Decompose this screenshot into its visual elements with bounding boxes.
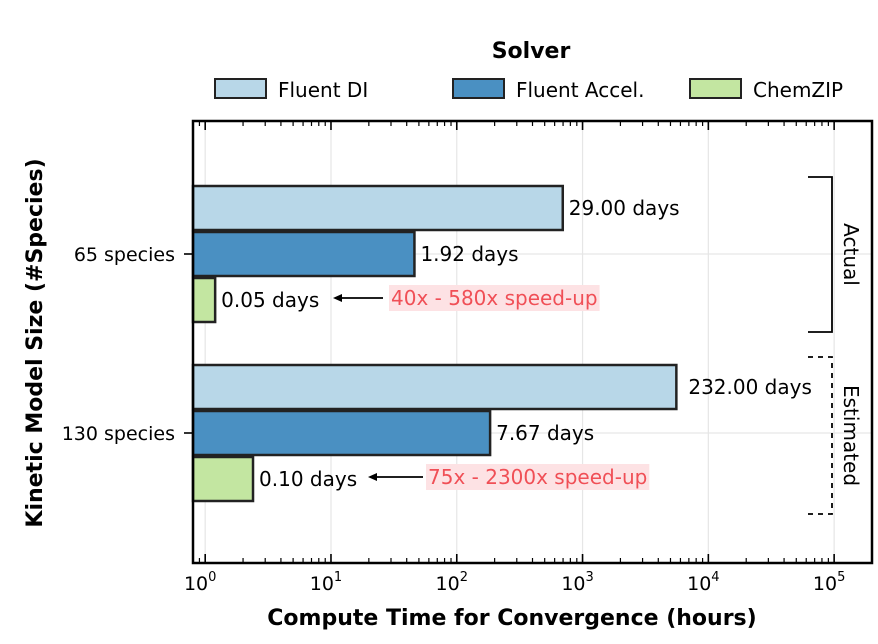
bar	[191, 409, 492, 457]
speedup-annotation: 40x - 580x speed-up	[391, 286, 598, 310]
bar-label: 0.10 days	[259, 467, 357, 491]
legend: Fluent DI Fluent Accel. ChemZIP	[214, 78, 843, 102]
legend-swatch	[452, 78, 505, 99]
bar	[191, 276, 217, 324]
x-tick-label: 103	[561, 570, 593, 595]
bar	[191, 363, 678, 411]
bar-label: 0.05 days	[221, 288, 319, 312]
bars	[191, 184, 678, 503]
legend-swatch	[214, 78, 267, 99]
y-ticks: 65 species 130 species	[62, 244, 193, 445]
bar	[191, 455, 255, 503]
x-ticks: 100 101 102 103 104 105	[184, 121, 845, 595]
bar-labels: 29.00 days 1.92 days 0.05 days 232.00 days 7…	[221, 196, 812, 491]
bar-label: 1.92 days	[420, 242, 518, 266]
legend-label: Fluent DI	[278, 78, 368, 102]
annotations: 40x - 580x speed-up 75x - 2300x speed-up	[333, 285, 650, 490]
bracket-label: Estimated	[839, 385, 863, 486]
speedup-highlight	[389, 285, 600, 311]
x-tick-label: 104	[687, 570, 719, 595]
bracket-label: Actual	[839, 223, 863, 286]
y-axis-title: Kinetic Model Size (#Species)	[23, 158, 48, 527]
x-tick-label: 102	[436, 570, 468, 595]
x-tick-label: 100	[184, 570, 216, 595]
bracket	[808, 356, 833, 515]
y-tick-label: 65 species	[74, 244, 175, 266]
speedup-annotation: 75x - 2300x speed-up	[428, 465, 647, 489]
y-tick-label: 130 species	[62, 423, 175, 445]
x-tick-label: 101	[310, 570, 342, 595]
legend-swatch	[689, 78, 742, 99]
legend-title: Solver	[492, 39, 571, 64]
bar-label: 29.00 days	[569, 196, 680, 220]
bar-label: 7.67 days	[496, 421, 594, 445]
brackets: Actual Estimated	[808, 176, 863, 515]
bar	[191, 184, 565, 232]
x-tick-label: 105	[813, 570, 845, 595]
bar-label: 232.00 days	[688, 375, 812, 399]
legend-label: Fluent Accel.	[516, 78, 644, 102]
speedup-highlight	[426, 464, 650, 490]
x-axis-title: Compute Time for Convergence (hours)	[267, 606, 756, 631]
bar	[191, 230, 416, 278]
legend-label: ChemZIP	[753, 78, 843, 102]
bracket	[808, 176, 833, 333]
annotation-arrowhead	[333, 294, 342, 302]
annotation-arrowhead	[368, 473, 377, 481]
